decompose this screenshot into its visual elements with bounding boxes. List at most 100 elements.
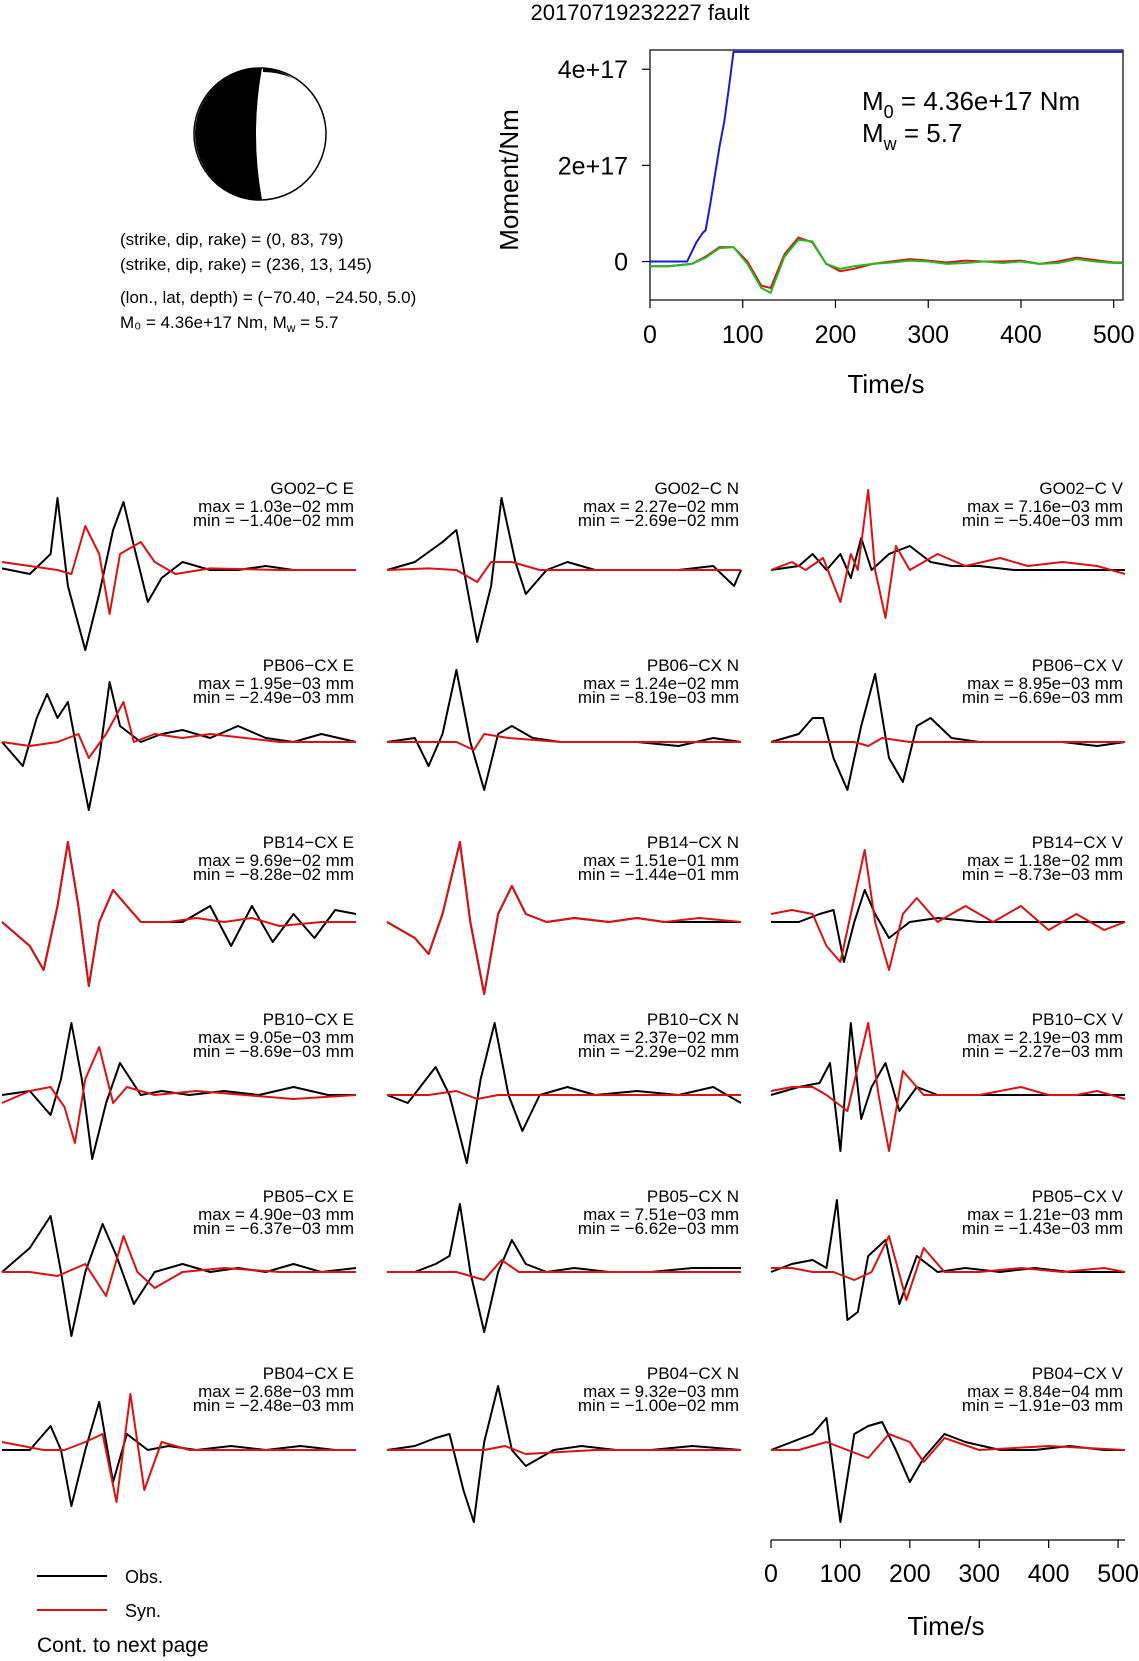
- min-amplitude: min = −6.69e−03 mm: [962, 688, 1123, 707]
- moment-xtick-label: 0: [643, 321, 657, 349]
- min-amplitude: min = −1.40e−02 mm: [193, 511, 354, 530]
- continuation-note: Cont. to next page: [37, 1634, 209, 1657]
- moment-ytick-label: 4e+17: [558, 56, 628, 84]
- station-label: GO02−C E: [270, 479, 354, 498]
- moment-summary: M₀ = 4.36e+17 Nm, Mw = 5.7: [120, 313, 338, 335]
- legend-obs-label: Obs.: [125, 1567, 163, 1587]
- waveform-xtick-label: 400: [1028, 1560, 1070, 1588]
- synthetic-trace: [1, 1393, 356, 1503]
- synthetic-trace: [387, 1090, 741, 1100]
- moment-ylabel: Moment/Nm: [494, 109, 524, 251]
- observed-trace: [386, 669, 742, 791]
- observed-trace: [1, 681, 357, 811]
- moment-xtick-label: 300: [907, 321, 949, 349]
- station-label: PB05−CX N: [647, 1187, 739, 1206]
- max-amplitude: max = 1.51e−01 mm: [583, 851, 739, 870]
- observed-trace: [1, 1022, 356, 1160]
- moment-ytick-label: 0: [614, 249, 628, 277]
- min-amplitude: min = −2.69e−02 mm: [578, 511, 739, 530]
- station-label: PB06−CX V: [1032, 656, 1124, 675]
- moment-mw-label: Mw = 5.7: [862, 118, 962, 154]
- moment-m0-label: M0 = 4.36e+17 Nm: [862, 86, 1080, 122]
- synthetic-trace: [770, 489, 1126, 619]
- waveform-time-axis: Time/s 0 100 200 300 400 500: [764, 1539, 1139, 1641]
- waveform-xtick-label: 500: [1097, 1560, 1139, 1588]
- moment-series-2: [650, 238, 1123, 295]
- nodal-plane-2: (strike, dip, rake) = (236, 13, 145): [120, 255, 372, 274]
- max-amplitude: max = 1.24e−02 mm: [583, 674, 739, 693]
- synthetic-trace: [1, 1046, 357, 1144]
- max-amplitude: max = 8.84e−04 mm: [967, 1382, 1123, 1401]
- station-label: PB06−CX N: [647, 656, 739, 675]
- moment-series-0: [650, 50, 1123, 263]
- source-info: (strike, dip, rake) = (0, 83, 79) (strik…: [120, 230, 416, 335]
- synthetic-trace: [1, 701, 356, 759]
- min-amplitude: min = −8.28e−02 mm: [193, 865, 354, 884]
- beachball-icon: [193, 67, 327, 201]
- moment-xtick-label: 100: [722, 321, 764, 349]
- station-label: PB10−CX V: [1032, 1010, 1124, 1029]
- station-label: PB04−CX N: [647, 1364, 739, 1383]
- min-amplitude: min = −2.29e−02 mm: [578, 1042, 739, 1061]
- min-amplitude: min = −2.27e−03 mm: [962, 1042, 1123, 1061]
- synthetic-trace: [771, 737, 1125, 747]
- min-amplitude: min = −6.62e−03 mm: [578, 1219, 739, 1238]
- station-label: PB05−CX V: [1032, 1187, 1124, 1206]
- waveform-xtick-label: 300: [958, 1560, 1000, 1588]
- synthetic-trace: [771, 1433, 1126, 1463]
- min-amplitude: min = −1.00e−02 mm: [578, 1396, 739, 1415]
- station-label: PB10−CX E: [263, 1010, 354, 1029]
- max-amplitude: max = 8.95e−03 mm: [967, 674, 1123, 693]
- observed-trace: [770, 1199, 1125, 1321]
- waveform-xtick-label: 200: [889, 1560, 931, 1588]
- waveform-xtick-label: 100: [820, 1560, 862, 1588]
- hypocenter: (lon., lat, depth) = (−70.40, −24.50, 5.…: [120, 288, 416, 307]
- max-amplitude: max = 9.05e−03 mm: [198, 1028, 354, 1047]
- station-label: GO02−C N: [654, 479, 739, 498]
- max-amplitude: max = 7.16e−03 mm: [967, 497, 1123, 516]
- max-amplitude: max = 9.32e−03 mm: [583, 1382, 739, 1401]
- synthetic-trace: [771, 1235, 1126, 1301]
- min-amplitude: min = −8.73e−03 mm: [962, 865, 1123, 884]
- waveform-xlabel: Time/s: [907, 1611, 984, 1641]
- observed-trace: [771, 889, 1125, 963]
- synthetic-trace: [386, 561, 741, 583]
- max-amplitude: max = 2.19e−03 mm: [967, 1028, 1123, 1047]
- moment-xtick-label: 500: [1093, 321, 1135, 349]
- synthetic-trace: [386, 841, 742, 995]
- moment-xtick-label: 400: [1000, 321, 1042, 349]
- synthetic-trace: [387, 1445, 741, 1455]
- synthetic-trace: [770, 1022, 1126, 1152]
- station-label: PB14−CX E: [263, 833, 354, 852]
- legend: Obs. Syn.: [37, 1567, 163, 1621]
- max-amplitude: max = 2.27e−02 mm: [583, 497, 739, 516]
- min-amplitude: min = −1.91e−03 mm: [962, 1396, 1123, 1415]
- moment-plot-frame: [649, 49, 1124, 301]
- observed-trace: [1, 1215, 357, 1337]
- station-label: GO02−C V: [1039, 479, 1123, 498]
- station-label: PB05−CX E: [263, 1187, 354, 1206]
- moment-ytick-label: 2e+17: [558, 152, 628, 180]
- moment-xlabel: Time/s: [847, 369, 924, 399]
- station-label: PB04−CX E: [263, 1364, 354, 1383]
- station-label: PB14−CX N: [647, 833, 739, 852]
- min-amplitude: min = −8.19e−03 mm: [578, 688, 739, 707]
- min-amplitude: min = −2.49e−03 mm: [193, 688, 354, 707]
- max-amplitude: max = 9.69e−02 mm: [198, 851, 354, 870]
